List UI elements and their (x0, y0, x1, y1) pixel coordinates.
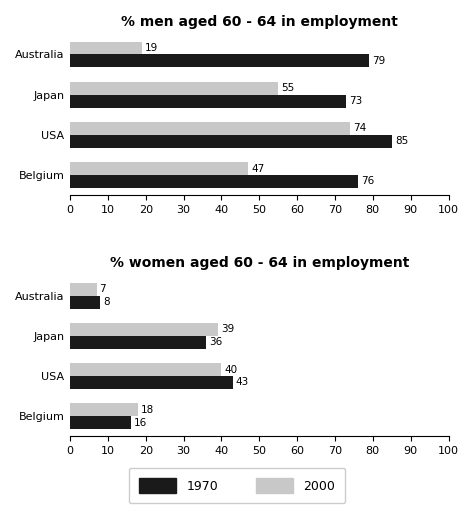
Bar (70, 323, 218, 336)
Bar (70, 283, 97, 296)
Legend: 1970, 2000: 1970, 2000 (129, 468, 345, 503)
Text: 43: 43 (236, 377, 249, 388)
Text: 76: 76 (361, 177, 374, 186)
Text: 85: 85 (395, 136, 408, 146)
Title: % men aged 60 - 64 in employment: % men aged 60 - 64 in employment (121, 15, 398, 29)
Text: 18: 18 (141, 404, 155, 415)
Bar (70, 376, 233, 389)
Text: 16: 16 (134, 418, 147, 428)
Text: 7: 7 (100, 284, 106, 294)
Bar (70, 296, 100, 309)
Text: 39: 39 (221, 325, 234, 334)
Bar (70, 82, 278, 95)
Text: 74: 74 (353, 123, 366, 134)
Text: 47: 47 (251, 163, 264, 174)
Text: 19: 19 (145, 43, 158, 53)
Text: 8: 8 (103, 297, 110, 307)
Bar (70, 175, 358, 188)
Text: 36: 36 (210, 337, 223, 347)
Bar (70, 336, 206, 349)
Bar (70, 41, 142, 54)
Bar (70, 54, 369, 68)
Text: 55: 55 (281, 83, 294, 93)
Bar (70, 162, 248, 175)
Bar (70, 363, 221, 376)
Bar (70, 416, 131, 429)
Bar (70, 135, 392, 147)
Bar (70, 122, 350, 135)
Text: 79: 79 (372, 56, 385, 66)
Title: % women aged 60 - 64 in employment: % women aged 60 - 64 in employment (109, 256, 409, 270)
Text: 73: 73 (349, 96, 363, 106)
Text: 40: 40 (225, 365, 237, 375)
Bar (70, 95, 346, 108)
Bar (70, 403, 138, 416)
